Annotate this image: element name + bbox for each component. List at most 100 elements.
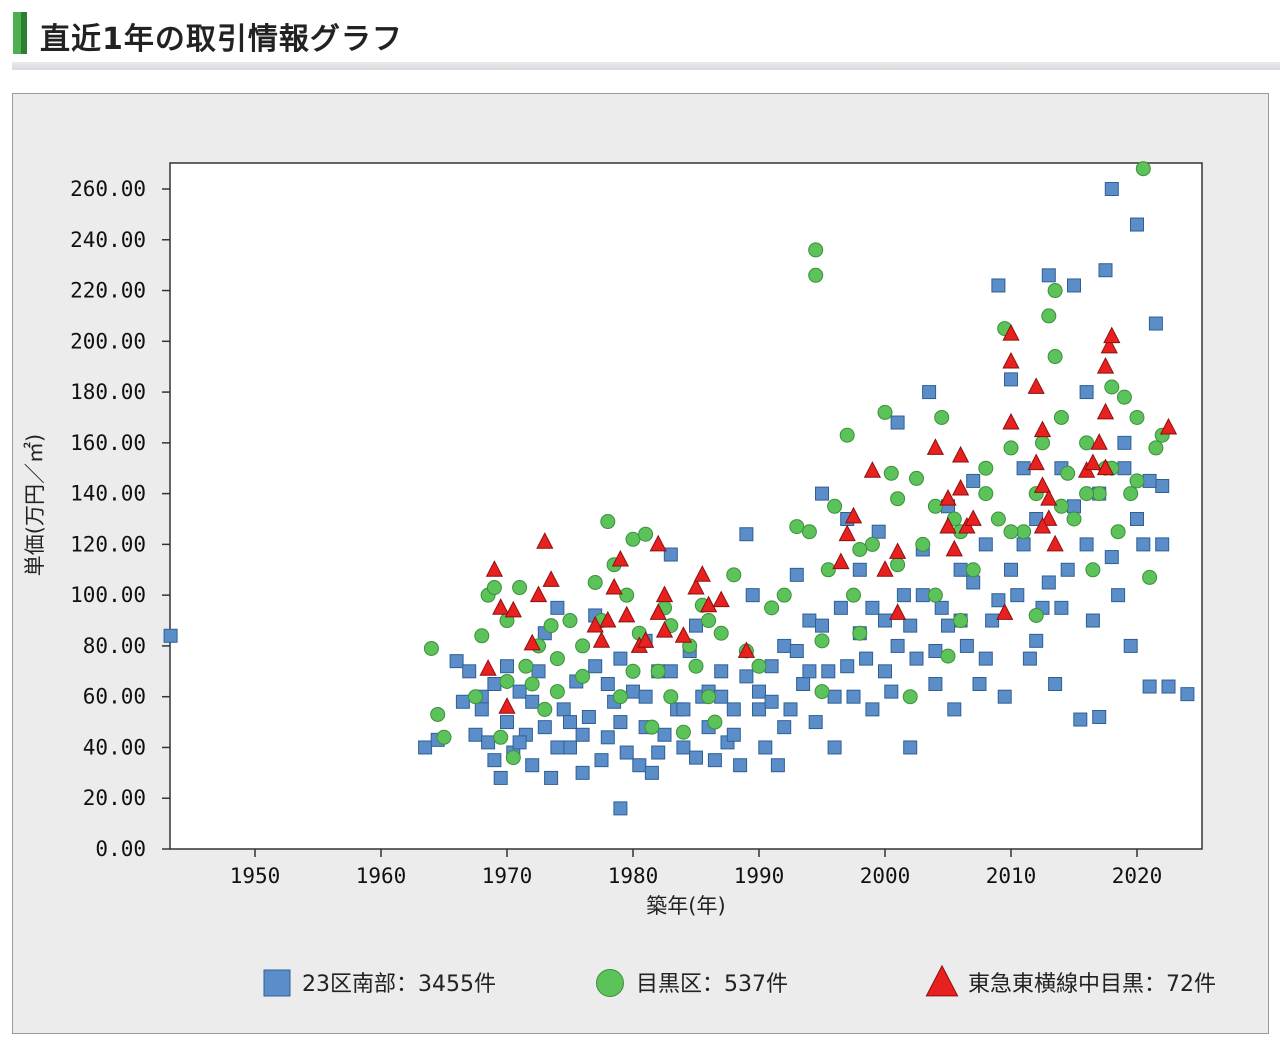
- data-point-triangle: [863, 461, 882, 478]
- data-point-square: [512, 735, 527, 750]
- data-point-triangle: [498, 697, 516, 714]
- data-point-square: [903, 618, 918, 633]
- data-point-circle: [562, 613, 578, 629]
- data-point-square: [865, 600, 880, 615]
- data-point-triangle: [492, 598, 510, 615]
- data-point-triangle: [939, 489, 957, 506]
- data-point-triangle: [832, 552, 850, 570]
- data-point-square: [922, 385, 937, 400]
- data-point-circle: [915, 536, 931, 552]
- data-point-square: [878, 664, 892, 679]
- data-point-triangle: [737, 641, 756, 658]
- data-point-square: [1060, 562, 1075, 577]
- data-point-square: [739, 527, 754, 542]
- data-point-circle: [1079, 486, 1095, 502]
- data-point-square: [619, 745, 634, 760]
- data-point-square: [777, 720, 792, 735]
- data-point-square: [588, 659, 603, 674]
- data-point-circle: [474, 628, 490, 644]
- data-point-square: [726, 702, 741, 717]
- data-point-circle: [543, 618, 559, 634]
- data-point-square: [481, 735, 496, 750]
- y-tick-label: 40.00: [83, 735, 146, 759]
- data-point-square: [770, 758, 785, 773]
- data-point-square: [651, 745, 666, 760]
- data-point-circle: [751, 658, 767, 674]
- data-point-triangle: [1096, 357, 1115, 374]
- data-point-triangle: [618, 605, 636, 623]
- y-axis-label: 単価(万円／㎡): [23, 434, 47, 576]
- data-point-square: [594, 753, 609, 768]
- data-point-triangle: [529, 585, 548, 603]
- data-point-square: [789, 567, 804, 582]
- data-point-square: [663, 547, 678, 562]
- data-point-circle: [688, 658, 704, 674]
- data-point-square: [626, 684, 640, 699]
- data-point-square: [1111, 588, 1126, 603]
- data-point-square: [1029, 633, 1044, 648]
- data-point-circle: [764, 600, 780, 616]
- data-point-triangle: [605, 577, 623, 595]
- data-point-square: [1041, 268, 1056, 283]
- data-point-triangle: [542, 570, 560, 587]
- data-point-triangle: [926, 438, 945, 455]
- data-point-circle: [965, 562, 981, 578]
- data-point-circle: [1016, 524, 1032, 540]
- data-point-triangle: [649, 534, 667, 552]
- data-point-square: [978, 537, 993, 552]
- data-point-square: [1161, 679, 1176, 694]
- data-point-square: [512, 684, 527, 699]
- data-point-square: [859, 651, 874, 666]
- data-point-circle: [549, 651, 565, 667]
- data-point-triangle: [1046, 534, 1064, 552]
- data-point-square: [827, 689, 842, 704]
- data-point-triangle: [687, 577, 705, 595]
- data-point-square: [865, 702, 880, 717]
- data-point-square: [777, 638, 792, 653]
- data-point-circle: [726, 567, 742, 583]
- x-tick-label: 1960: [356, 864, 407, 888]
- y-tick-label: 140.00: [70, 482, 146, 506]
- data-point-square: [563, 715, 577, 730]
- data-point-square: [600, 730, 615, 745]
- data-point-square: [815, 486, 829, 501]
- data-point-square: [1104, 550, 1119, 565]
- data-point-square: [531, 664, 546, 679]
- data-point-square: [928, 677, 943, 691]
- data-point-square: [657, 727, 672, 742]
- data-point-triangle: [655, 585, 674, 603]
- data-point-circle: [814, 633, 830, 649]
- data-point-square: [726, 727, 741, 742]
- data-point-circle: [707, 714, 723, 730]
- data-point-circle: [1053, 498, 1069, 514]
- data-point-circle: [1129, 409, 1145, 425]
- data-point-circle: [600, 514, 616, 530]
- x-tick-label: 2010: [986, 864, 1037, 888]
- data-point-square: [1130, 217, 1144, 232]
- data-point-circle: [436, 729, 452, 745]
- data-point-circle: [839, 427, 855, 443]
- y-tick-label: 160.00: [70, 431, 146, 455]
- data-point-square: [613, 715, 628, 730]
- data-point-square: [966, 575, 981, 590]
- data-point-square: [537, 720, 552, 735]
- data-point-square: [959, 638, 974, 653]
- data-point-square: [455, 694, 470, 709]
- data-point-triangle: [1033, 516, 1052, 534]
- data-point-circle: [1129, 473, 1145, 489]
- data-point-triangle: [876, 560, 894, 577]
- x-tick-label: 1950: [230, 864, 281, 888]
- data-point-square: [1054, 600, 1069, 615]
- data-point-triangle: [523, 633, 541, 651]
- data-point-square: [638, 689, 653, 704]
- data-point-triangle: [1103, 326, 1121, 344]
- data-point-square: [1136, 537, 1151, 552]
- series-square: [163, 182, 1195, 816]
- data-point-square: [550, 740, 565, 755]
- data-point-square: [915, 588, 930, 603]
- data-point-square: [714, 689, 729, 704]
- data-point-square: [1016, 537, 1031, 552]
- data-point-square: [1148, 316, 1163, 331]
- data-point-square: [941, 618, 955, 633]
